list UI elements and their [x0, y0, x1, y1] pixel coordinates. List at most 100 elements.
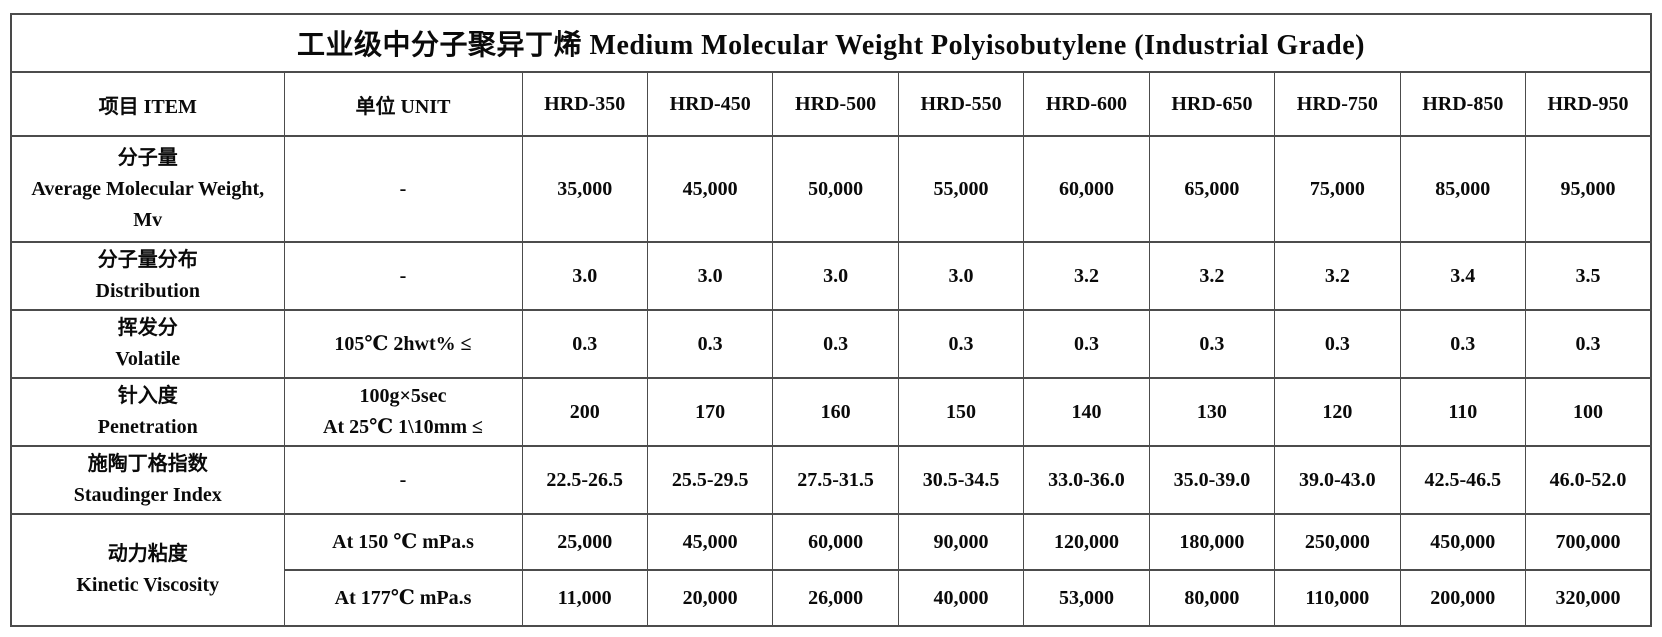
value-cell: 160 — [772, 377, 899, 447]
text-line: - — [399, 264, 407, 287]
title-row: 工业级中分子聚异丁烯 Medium Molecular Weight Polyi… — [10, 13, 1652, 73]
value-cell: 140 — [1023, 377, 1150, 447]
value-cell: 30.5-34.5 — [897, 445, 1025, 515]
value-cell: 95,000 — [1525, 135, 1652, 243]
value-cell: 3.2 — [1274, 241, 1401, 311]
column-header-item: 项目 ITEM — [10, 71, 285, 137]
text-line: 分子量 — [117, 146, 178, 169]
value-cell: 150 — [897, 377, 1025, 447]
text-line: 施陶丁格指数 — [87, 453, 208, 475]
column-header-grade: HRD-950 — [1525, 71, 1652, 137]
value-cell: 250,000 — [1274, 513, 1401, 571]
value-cell: 0.3 — [646, 309, 774, 379]
value-cell: 0.3 — [1274, 309, 1401, 379]
value-cell: 0.3 — [1399, 309, 1527, 379]
text-line: At 25℃ 1\10mm ≤ — [323, 416, 483, 438]
column-header-grade: HRD-450 — [646, 71, 774, 137]
value-cell: 25.5-29.5 — [646, 445, 774, 515]
value-cell: 0.3 — [772, 309, 899, 379]
unit-cell: - — [283, 241, 523, 311]
value-cell: 80,000 — [1148, 569, 1276, 627]
value-cell: 3.4 — [1399, 241, 1527, 311]
value-cell: 25,000 — [521, 513, 648, 571]
column-header-unit: 单位 UNIT — [283, 71, 523, 137]
value-cell: 120,000 — [1023, 513, 1150, 571]
column-header-grade: HRD-500 — [772, 71, 899, 137]
value-cell: 39.0-43.0 — [1274, 445, 1401, 515]
text-line: 100g×5sec — [359, 385, 447, 407]
header-row: 项目 ITEM 单位 UNIT HRD-350 HRD-450 HRD-500 HRD… — [10, 71, 1652, 137]
value-cell: 35.0-39.0 — [1148, 445, 1276, 515]
value-cell: 3.5 — [1525, 241, 1652, 311]
table-row-distribution: 分子量分布 Distribution - 3.0 3.0 3.0 3.0 3.2 3.2 3.… — [10, 241, 1652, 311]
value-cell: 90,000 — [897, 513, 1025, 571]
item-cell: 分子量分布 Distribution — [10, 241, 285, 311]
value-cell: 3.0 — [897, 241, 1025, 311]
table-row-staudinger-index: 施陶丁格指数 Staudinger Index - 22.5-26.5 25.5-2… — [10, 445, 1652, 515]
column-header-grade: HRD-600 — [1023, 71, 1150, 137]
value-cell: 60,000 — [772, 513, 899, 571]
text-line: Penetration — [97, 416, 198, 438]
value-cell: 3.2 — [1148, 241, 1276, 311]
value-cell: 45,000 — [646, 513, 774, 571]
text-line: - — [399, 468, 407, 491]
value-cell: 50,000 — [772, 135, 899, 243]
text-line: 挥发分 — [117, 317, 178, 339]
item-cell-kinetic-viscosity: 动力粘度 Kinetic Viscosity — [10, 513, 285, 627]
value-cell: 3.0 — [646, 241, 774, 311]
unit-cell: - — [283, 135, 523, 243]
column-header-grade: HRD-350 — [521, 71, 648, 137]
table-row-kinetic-viscosity-150: 动力粘度 Kinetic Viscosity At 150 ℃ mPa.s 25,… — [10, 513, 1652, 627]
value-cell: 0.3 — [897, 309, 1025, 379]
value-cell: 200,000 — [1399, 569, 1527, 627]
text-line: 针入度 — [117, 385, 178, 407]
text-line: Distribution — [95, 280, 200, 302]
unit-cell: At 177℃ mPa.s — [283, 569, 523, 627]
page-title: 工业级中分子聚异丁烯 Medium Molecular Weight Polyi… — [10, 13, 1652, 73]
value-cell: 100 — [1525, 377, 1652, 447]
value-cell: 46.0-52.0 — [1525, 445, 1652, 515]
value-cell: 26,000 — [772, 569, 899, 627]
value-cell: 40,000 — [897, 569, 1025, 627]
value-cell: 27.5-31.5 — [772, 445, 899, 515]
table-row-kinetic-viscosity-177: At 177℃ mPa.s 11,000 20,000 26,000 40,000 53… — [11, 569, 1652, 627]
value-cell: 75,000 — [1274, 135, 1401, 243]
value-cell: 20,000 — [646, 569, 774, 627]
value-cell: 450,000 — [1399, 513, 1527, 571]
value-cell: 42.5-46.5 — [1399, 445, 1527, 515]
value-cell: 22.5-26.5 — [521, 445, 648, 515]
value-cell: 0.3 — [1023, 309, 1150, 379]
column-header-grade: HRD-850 — [1399, 71, 1527, 137]
unit-cell: 100g×5sec At 25℃ 1\10mm ≤ — [283, 377, 523, 447]
column-header-grade: HRD-750 — [1274, 71, 1401, 137]
value-cell: 0.3 — [521, 309, 648, 379]
item-cell: 施陶丁格指数 Staudinger Index — [10, 445, 285, 515]
value-cell: 170 — [646, 377, 774, 447]
value-cell: 120 — [1274, 377, 1401, 447]
value-cell: 11,000 — [521, 569, 648, 627]
text-line: Average Molecular Weight, — [31, 177, 265, 200]
spec-table: 工业级中分子聚异丁烯 Medium Molecular Weight Polyi… — [10, 13, 1652, 627]
item-cell: 针入度 Penetration — [10, 377, 285, 447]
value-cell: 110,000 — [1274, 569, 1401, 627]
value-cell: 55,000 — [897, 135, 1025, 243]
value-cell: 33.0-36.0 — [1023, 445, 1150, 515]
value-cell: 60,000 — [1023, 135, 1150, 243]
value-cell: 65,000 — [1148, 135, 1276, 243]
value-cell: 35,000 — [521, 135, 648, 243]
value-cell: 320,000 — [1525, 569, 1652, 627]
text-line: 动力粘度 — [107, 543, 188, 565]
unit-cell: - — [283, 445, 523, 515]
value-cell: 700,000 — [1525, 513, 1652, 571]
value-cell: 0.3 — [1148, 309, 1276, 379]
column-header-grade: HRD-550 — [897, 71, 1025, 137]
value-cell: 85,000 — [1399, 135, 1527, 243]
value-cell: 3.0 — [521, 241, 648, 311]
value-cell: 180,000 — [1148, 513, 1276, 571]
value-cell: 0.3 — [1525, 309, 1652, 379]
value-cell: 3.0 — [772, 241, 899, 311]
text-line: 105℃ 2hwt% ≤ — [334, 332, 472, 355]
value-cell: 53,000 — [1023, 569, 1150, 627]
unit-cell: 105℃ 2hwt% ≤ — [283, 309, 523, 379]
text-line: Staudinger Index — [73, 484, 222, 506]
